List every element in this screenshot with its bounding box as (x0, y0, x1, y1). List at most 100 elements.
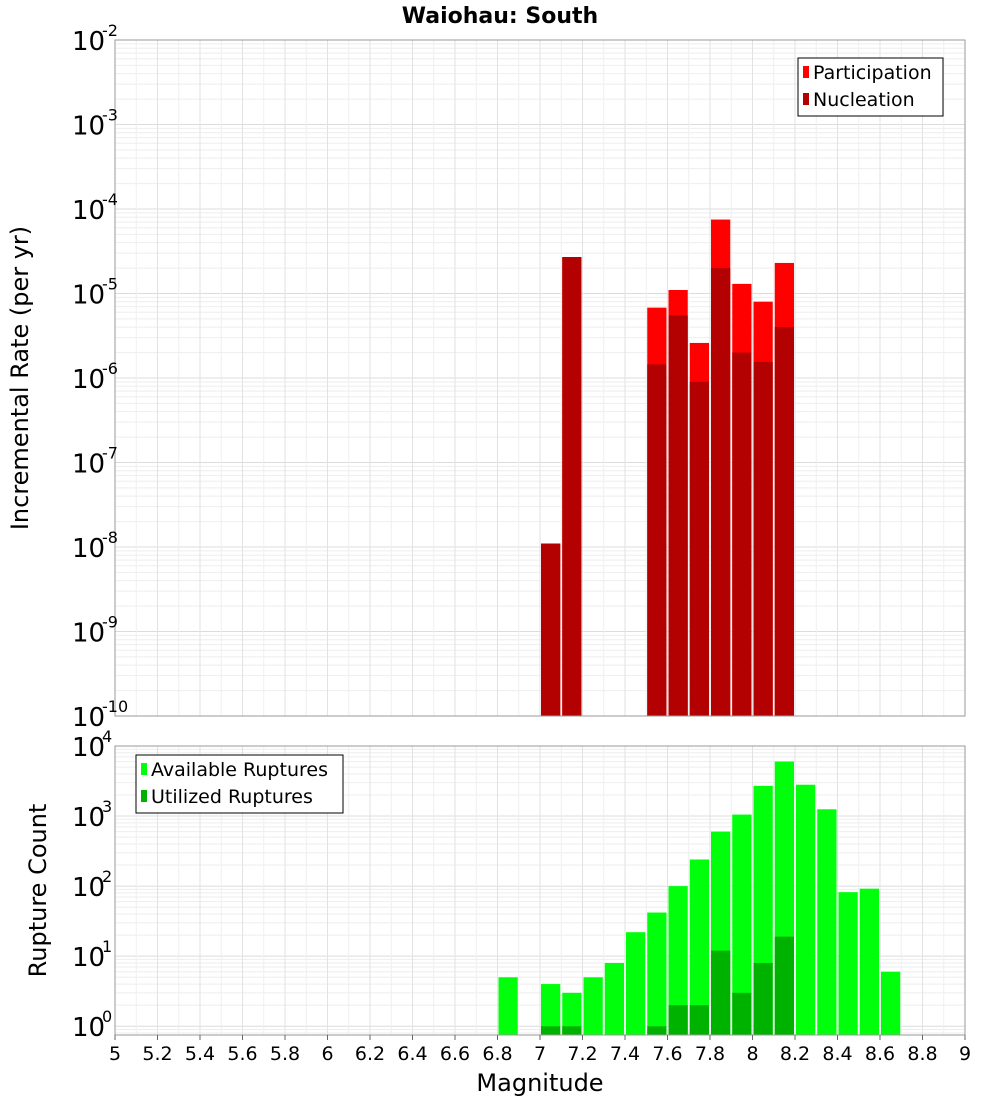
x-tick-label: 8.4 (822, 1043, 852, 1065)
top-ylabel: Incremental Rate (per yr) (6, 226, 34, 530)
x-tick-label: 6.8 (482, 1043, 512, 1065)
bottom-legend-swatch (141, 790, 147, 802)
top-ytick-exponent: -8 (102, 528, 118, 547)
bottom-ytick-label: 10 (72, 943, 105, 973)
top-legend-swatch (803, 66, 809, 78)
top-legend-label: Participation (813, 62, 932, 84)
top-ytick-exponent: -6 (102, 359, 118, 378)
top-grid (114, 39, 966, 717)
bottom-bar (668, 886, 688, 1035)
bottom-bar (647, 912, 667, 1035)
bottom-ytick-label: 10 (72, 803, 105, 833)
bottom-bar (541, 984, 561, 1035)
top-bar (689, 381, 709, 716)
bottom-bar (626, 932, 646, 1035)
bottom-legend-label: Utilized Ruptures (151, 786, 313, 808)
x-axis: 5 5.2 5.4 5.6 5.8 6 6.2 6.4 6.6 6.8 7 7.2 7.4 7.6 7.8 8… (109, 1035, 971, 1097)
top-bar (753, 361, 773, 716)
bottom-bar (881, 971, 901, 1035)
top-bar (668, 315, 688, 716)
x-tick-label: 5.4 (185, 1043, 215, 1065)
top-ytick-exponent: -10 (102, 697, 128, 716)
top-series-nucleation (541, 257, 794, 716)
bottom-bar (732, 992, 752, 1035)
x-tick-label: 5.6 (227, 1043, 257, 1065)
x-tick-label: 7.4 (610, 1043, 640, 1065)
bottom-bar (604, 962, 624, 1035)
top-frame (114, 39, 966, 717)
top-ytick-label: 10 (72, 450, 105, 480)
bottom-legend-box (135, 754, 344, 814)
top-ytick-exponent: -9 (102, 613, 118, 632)
bottom-legend-swatch (141, 763, 147, 775)
x-axis-label: Magnitude (476, 1069, 603, 1097)
bottom-ytick-label: 10 (72, 1013, 105, 1043)
bottom-bar (562, 1026, 582, 1035)
bottom-ytick-exponent: 2 (102, 867, 112, 886)
bottom-ytick-label: 10 (72, 873, 105, 903)
top-bar (711, 268, 731, 716)
x-tick-label: 6.2 (355, 1043, 385, 1065)
bottom-bar (647, 1026, 667, 1035)
top-ytick-label: 10 (72, 27, 105, 57)
bottom-ytick-label: 10 (72, 733, 105, 763)
top-ytick-label: 10 (72, 196, 105, 226)
chart-title: Waiohau: South (402, 4, 598, 29)
top-ytick-label: 10 (72, 703, 105, 733)
bottom-bar (817, 809, 837, 1035)
bottom-bar (774, 936, 794, 1035)
top-ytick-label: 10 (72, 365, 105, 395)
top-bar (647, 364, 667, 716)
x-tick-label: 6.4 (397, 1043, 427, 1065)
bottom-bar (562, 992, 582, 1035)
top-ytick-exponent: -4 (102, 190, 118, 209)
top-legend-box (797, 57, 944, 117)
bottom-bar (732, 814, 752, 1035)
bottom-ytick-exponent: 1 (102, 937, 112, 956)
x-tick-label: 8.6 (865, 1043, 895, 1065)
bottom-bar (689, 1005, 709, 1035)
top-ytick-label: 10 (72, 112, 105, 142)
bottom-ytick-exponent: 3 (102, 797, 112, 816)
x-tick-label: 7.2 (567, 1043, 597, 1065)
bottom-bar (668, 1005, 688, 1035)
top-bar (562, 257, 582, 716)
bottom-bar (498, 977, 518, 1035)
bottom-bar (859, 888, 879, 1035)
top-ytick-label: 10 (72, 619, 105, 649)
bottom-ytick-exponent: 0 (102, 1007, 112, 1026)
bottom-bar (541, 1026, 561, 1035)
x-tick-label: 8.8 (907, 1043, 937, 1065)
x-tick-label: 5.8 (270, 1043, 300, 1065)
x-tick-label: 6 (321, 1043, 333, 1065)
x-tick-label: 5 (109, 1043, 121, 1065)
top-ytick-exponent: -5 (102, 275, 118, 294)
bottom-legend-label: Available Ruptures (151, 759, 328, 781)
bottom-bar (796, 784, 816, 1035)
bottom-bar (583, 977, 603, 1035)
bottom-bar (689, 859, 709, 1035)
x-tick-label: 7.8 (695, 1043, 725, 1065)
top-bar (541, 543, 561, 716)
x-tick-label: 7.6 (652, 1043, 682, 1065)
top-legend-swatch (803, 93, 809, 105)
bottom-series-utilized-ruptures (541, 936, 794, 1035)
top-ytick-exponent: -3 (102, 106, 118, 125)
bottom-bar (753, 962, 773, 1035)
x-tick-label: 8 (746, 1043, 758, 1065)
top-ytick-exponent: -2 (102, 21, 118, 40)
x-tick-label: 6.6 (440, 1043, 470, 1065)
bottom-ytick-exponent: 4 (102, 727, 112, 746)
x-tick-label: 9 (959, 1043, 971, 1065)
x-tick-label: 7 (534, 1043, 546, 1065)
top-legend-label: Nucleation (813, 89, 915, 111)
bottom-bar (838, 892, 858, 1035)
bottom-bar (711, 950, 731, 1035)
top-panel: 10-1010-910-810-710-610-510-410-310-2Inc… (6, 21, 966, 733)
bottom-ylabel: Rupture Count (24, 804, 52, 978)
top-bar (774, 327, 794, 716)
x-tick-label: 8.2 (780, 1043, 810, 1065)
top-legend: Participation Nucleation (797, 57, 944, 117)
top-ytick-exponent: -7 (102, 444, 118, 463)
